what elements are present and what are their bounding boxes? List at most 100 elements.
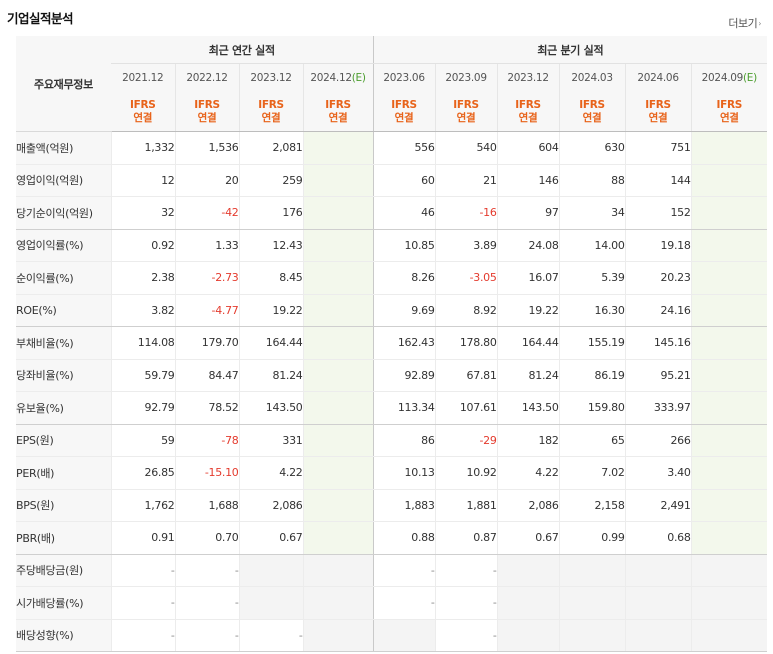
value-cell	[302, 456, 374, 490]
table-row: 배당성향(%) - - - -	[16, 619, 768, 652]
value-cell: 1,688	[174, 489, 239, 522]
value-cell	[302, 131, 374, 165]
value-cell	[302, 359, 374, 392]
value-cell: 0.92	[110, 229, 175, 262]
value-cell: 2,081	[238, 131, 303, 165]
value-cell: 14.00	[558, 229, 626, 262]
value-cell: 1,332	[110, 131, 175, 165]
value-cell: 114.08	[110, 326, 175, 360]
value-cell: 152	[624, 196, 692, 230]
value-cell: 81.24	[496, 359, 560, 392]
value-cell: 46	[372, 196, 436, 230]
value-cell: -15.10	[174, 456, 239, 490]
value-cell	[302, 586, 374, 620]
row-label: 매출액(억원)	[16, 131, 111, 165]
value-cell	[690, 619, 768, 652]
value-cell: 2,086	[496, 489, 560, 522]
value-cell	[302, 196, 374, 230]
value-cell: 19.18	[624, 229, 692, 262]
value-cell	[496, 554, 560, 587]
table-row: 영업이익률(%) 0.92 1.33 12.43 10.85 3.89 24.08 14.00…	[16, 229, 768, 262]
value-cell	[302, 619, 374, 652]
ifrs-label: IFRS	[716, 98, 743, 111]
value-cell: -	[434, 554, 498, 587]
ifrs-consolidated-badge: IFRS 연결	[111, 92, 175, 132]
value-cell: 143.50	[238, 391, 303, 425]
table-row: 당기순이익(억원) 32 -42 176 46 -16 97 34 152	[16, 196, 768, 230]
table-row: 시가배당률(%) - - - -	[16, 586, 768, 620]
value-cell: 155.19	[558, 326, 626, 360]
value-cell	[302, 489, 374, 522]
value-cell: -78	[174, 424, 239, 457]
value-cell	[690, 294, 768, 327]
value-cell: 12	[110, 164, 175, 197]
period-header: 2021.12	[111, 63, 175, 92]
ifrs-label: IFRS	[579, 98, 605, 111]
value-cell: 3.82	[110, 294, 175, 327]
value-cell: 8.92	[434, 294, 498, 327]
value-cell	[496, 586, 560, 620]
value-cell: 145.16	[624, 326, 692, 360]
estimate-mark: (E)	[351, 72, 366, 84]
consolidated-label: 연결	[394, 111, 414, 124]
value-cell: 21	[434, 164, 498, 197]
consolidated-label: 연결	[518, 111, 538, 124]
value-cell: -3.05	[434, 261, 498, 295]
value-cell: 107.61	[434, 391, 498, 425]
value-cell	[302, 261, 374, 295]
value-cell: 7.02	[558, 456, 626, 490]
value-cell: 12.43	[238, 229, 303, 262]
value-cell: 19.22	[238, 294, 303, 327]
value-cell: 16.07	[496, 261, 560, 295]
value-cell: -	[174, 554, 239, 587]
value-cell: 266	[624, 424, 692, 457]
ifrs-label: IFRS	[645, 98, 671, 111]
value-cell: 3.89	[434, 229, 498, 262]
value-cell: 1,762	[110, 489, 175, 522]
value-cell: 67.81	[434, 359, 498, 392]
ifrs-label: IFRS	[129, 98, 156, 111]
value-cell	[690, 326, 768, 360]
value-cell	[372, 619, 436, 652]
value-cell: 2,158	[558, 489, 626, 522]
value-cell: 182	[496, 424, 560, 457]
ifrs-label: IFRS	[391, 98, 417, 111]
value-cell: 1.33	[174, 229, 239, 262]
value-cell: 2,491	[624, 489, 692, 522]
ifrs-label: IFRS	[194, 98, 220, 111]
period-header: 2022.12	[174, 63, 239, 92]
value-cell: 8.26	[372, 261, 436, 295]
consolidated-label: 연결	[648, 111, 668, 124]
header-label: 주요재무정보	[16, 36, 111, 132]
value-cell: 146	[496, 164, 560, 197]
value-cell: -	[238, 619, 303, 652]
row-label: PBR(배)	[16, 521, 111, 555]
value-cell	[624, 554, 692, 587]
table-row: 부채비율(%) 114.08 179.70 164.44 162.43 178.80 164…	[16, 326, 768, 360]
value-cell: 2,086	[238, 489, 303, 522]
more-label: 더보기	[728, 17, 758, 30]
value-cell: 0.67	[238, 521, 303, 555]
value-cell: 92.89	[372, 359, 436, 392]
value-cell: 60	[372, 164, 436, 197]
period-date: 2023.09	[445, 72, 487, 84]
value-cell	[690, 359, 768, 392]
table-row: 영업이익(억원) 12 20 259 60 21 146 88 144	[16, 164, 768, 197]
value-cell: -4.77	[174, 294, 239, 327]
value-cell: 0.91	[110, 521, 175, 555]
value-cell: 2.38	[110, 261, 175, 295]
value-cell: 19.22	[496, 294, 560, 327]
table-row: 매출액(억원) 1,332 1,536 2,081 556 540 604 630 751	[16, 131, 768, 165]
row-label: BPS(원)	[16, 489, 111, 522]
value-cell: 178.80	[434, 326, 498, 360]
ifrs-label: IFRS	[453, 98, 479, 111]
period-header: 2024.12(E)	[302, 63, 374, 92]
value-cell: 97	[496, 196, 560, 230]
more-link[interactable]: 더보기›	[728, 15, 761, 31]
row-label: 영업이익률(%)	[16, 229, 111, 262]
period-date: 2024.12	[310, 72, 352, 84]
value-cell	[690, 196, 768, 230]
value-cell	[690, 456, 768, 490]
ifrs-consolidated-badge: IFRS 연결	[434, 92, 498, 132]
value-cell: 24.16	[624, 294, 692, 327]
